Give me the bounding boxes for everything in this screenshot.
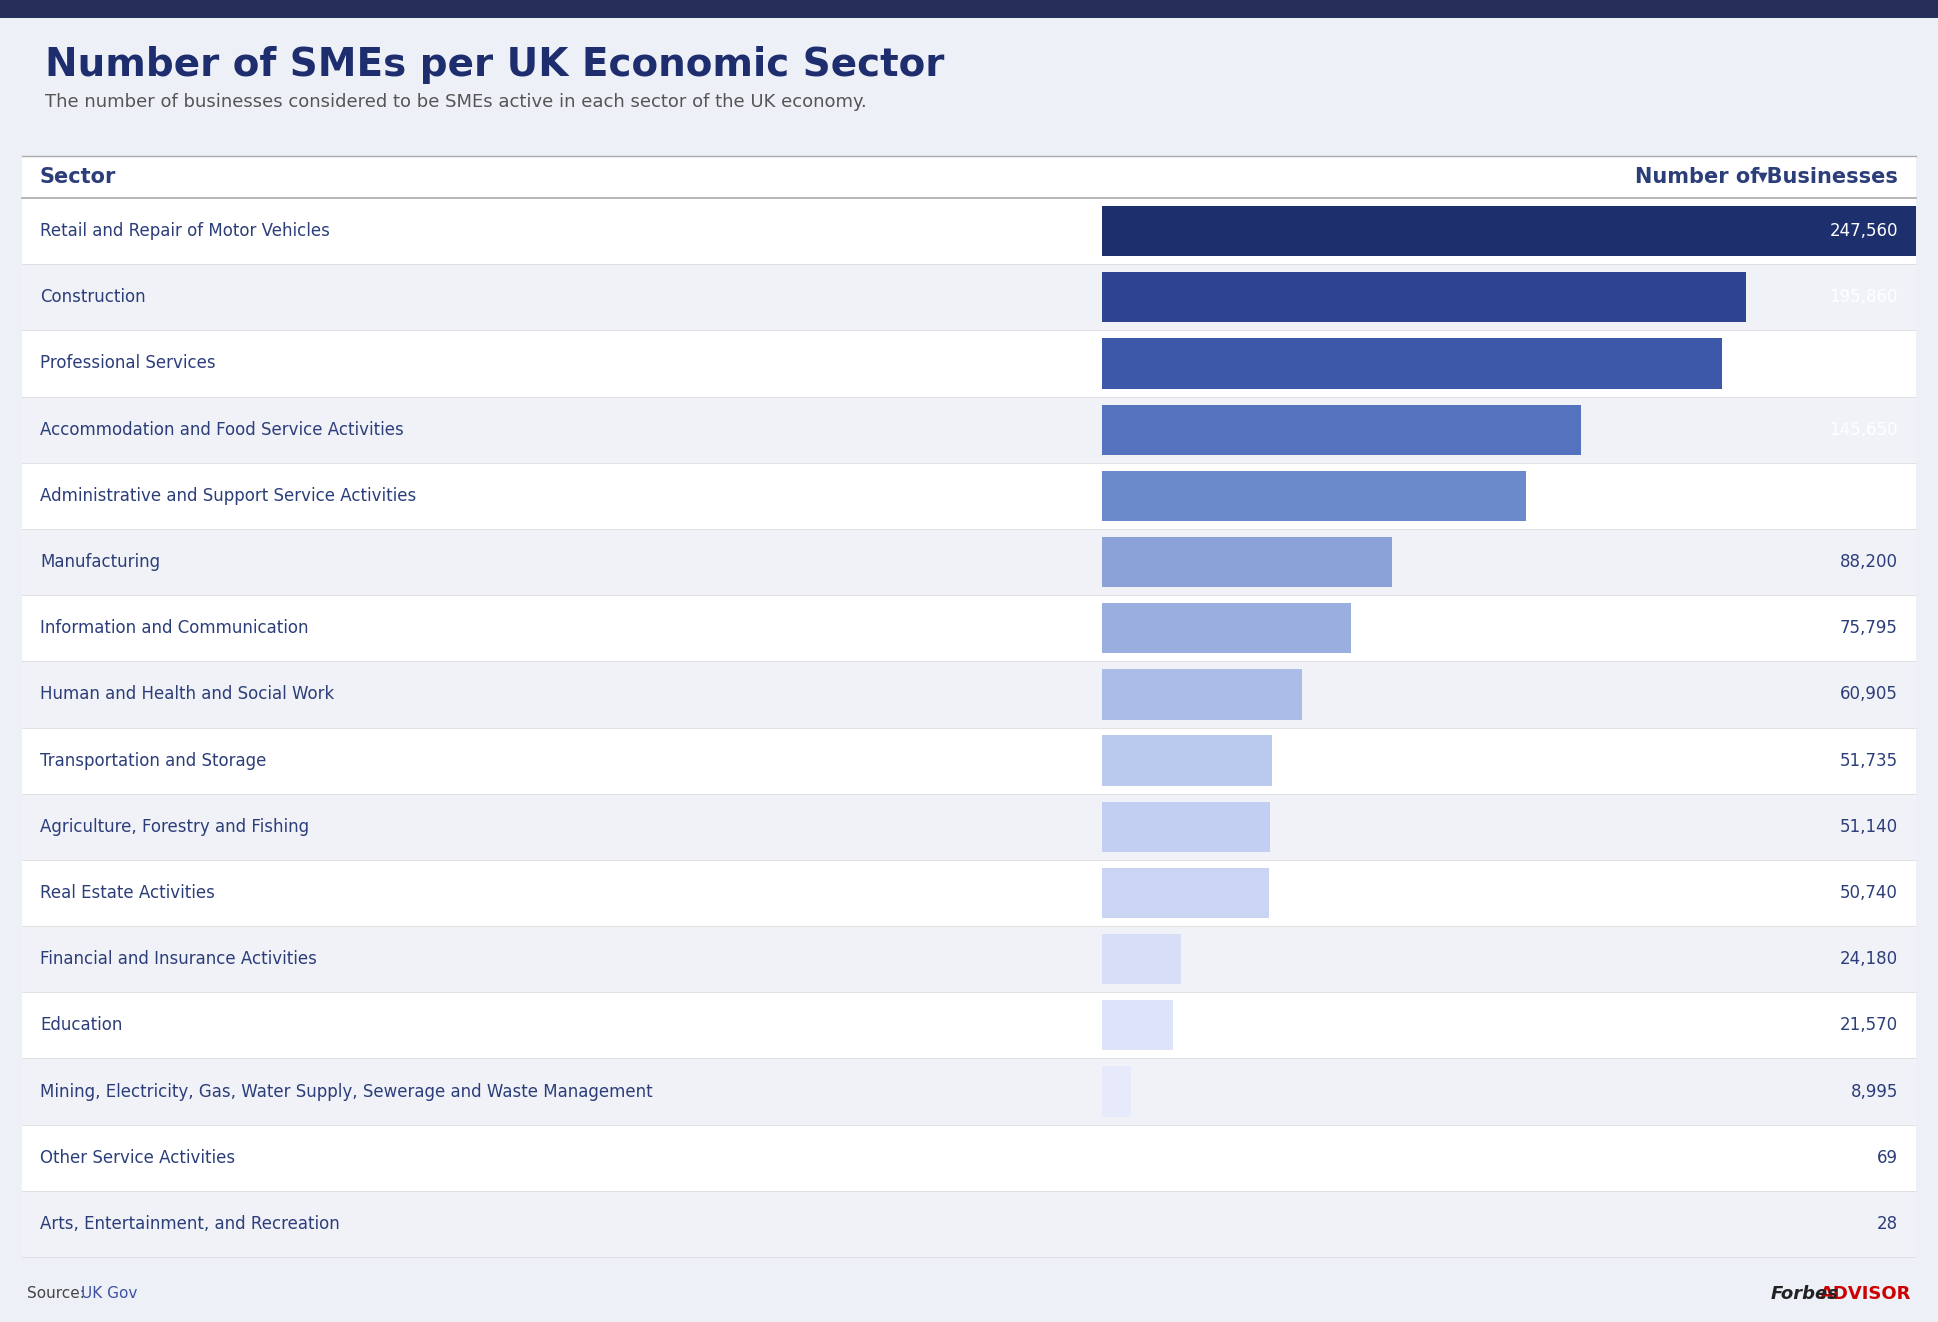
Bar (21, 727, 1917, 793)
Text: 8,995: 8,995 (1851, 1083, 1897, 1100)
Bar (1101, 801, 1269, 851)
Bar (1101, 471, 1527, 521)
Text: Manufacturing: Manufacturing (41, 553, 161, 571)
Text: Number of SMEs per UK Economic Sector: Number of SMEs per UK Economic Sector (45, 46, 944, 85)
Bar (21, 793, 1917, 859)
Text: 28: 28 (1876, 1215, 1897, 1233)
Text: 75,795: 75,795 (1839, 619, 1897, 637)
Text: 88,200: 88,200 (1839, 553, 1897, 571)
Bar (21, 330, 1917, 397)
Bar (1101, 272, 1746, 323)
Bar (1101, 669, 1302, 719)
Bar (21, 993, 1917, 1059)
Text: UK Gov: UK Gov (81, 1286, 138, 1301)
Bar (21, 529, 1917, 595)
Text: Accommodation and Food Service Activities: Accommodation and Food Service Activitie… (41, 420, 403, 439)
Text: Other Service Activities: Other Service Activities (41, 1149, 234, 1167)
Text: 21,570: 21,570 (1839, 1017, 1897, 1034)
Bar (21, 1125, 1917, 1191)
Text: Real Estate Activities: Real Estate Activities (41, 884, 215, 902)
Text: Agriculture, Forestry and Fishing: Agriculture, Forestry and Fishing (41, 818, 310, 836)
Text: Mining, Electricity, Gas, Water Supply, Sewerage and Waste Management: Mining, Electricity, Gas, Water Supply, … (41, 1083, 653, 1100)
Bar (21, 661, 1917, 727)
Text: ▼: ▼ (1758, 171, 1767, 184)
Text: 195,860: 195,860 (1829, 288, 1897, 307)
Text: 188,590: 188,590 (1829, 354, 1897, 373)
Bar (21, 859, 1917, 927)
Text: Retail and Repair of Motor Vehicles: Retail and Repair of Motor Vehicles (41, 222, 329, 241)
Text: Forbes: Forbes (1771, 1285, 1839, 1303)
Bar (1101, 206, 1917, 256)
Bar (1101, 735, 1271, 785)
Bar (1101, 537, 1391, 587)
Bar (0, 0, 1938, 19)
Bar (1101, 405, 1581, 455)
Text: Source:: Source: (27, 1286, 89, 1301)
Text: ADVISOR: ADVISOR (1820, 1285, 1911, 1303)
Text: Transportation and Storage: Transportation and Storage (41, 752, 266, 769)
Bar (0, 19, 1938, 137)
Text: 60,905: 60,905 (1839, 685, 1897, 703)
Text: Number of Businesses: Number of Businesses (1636, 167, 1897, 186)
Text: Information and Communication: Information and Communication (41, 619, 308, 637)
Bar (21, 198, 1917, 264)
Text: 69: 69 (1878, 1149, 1897, 1167)
Text: 50,740: 50,740 (1839, 884, 1897, 902)
Bar (1101, 867, 1269, 917)
Bar (1101, 935, 1180, 985)
Bar (21, 156, 1917, 1257)
Text: 51,735: 51,735 (1839, 752, 1897, 769)
Bar (21, 595, 1917, 661)
Bar (21, 463, 1917, 529)
Text: Financial and Insurance Activities: Financial and Insurance Activities (41, 951, 318, 968)
Text: 24,180: 24,180 (1839, 951, 1897, 968)
Bar (1101, 1001, 1172, 1051)
Bar (21, 1059, 1917, 1125)
Text: Education: Education (41, 1017, 122, 1034)
Bar (21, 397, 1917, 463)
Text: Arts, Entertainment, and Recreation: Arts, Entertainment, and Recreation (41, 1215, 339, 1233)
Text: Sector: Sector (41, 167, 116, 186)
Text: The number of businesses considered to be SMEs active in each sector of the UK e: The number of businesses considered to b… (45, 93, 866, 111)
Bar (21, 1191, 1917, 1257)
Text: 145,650: 145,650 (1829, 420, 1897, 439)
Text: Professional Services: Professional Services (41, 354, 215, 373)
Text: 51,140: 51,140 (1839, 818, 1897, 836)
Text: 129,110: 129,110 (1829, 486, 1897, 505)
Bar (21, 927, 1917, 993)
Bar (21, 264, 1917, 330)
Bar (1101, 603, 1351, 653)
Bar (1101, 338, 1723, 389)
Text: Administrative and Support Service Activities: Administrative and Support Service Activ… (41, 486, 417, 505)
Text: Human and Health and Social Work: Human and Health and Social Work (41, 685, 333, 703)
Bar (1101, 1067, 1132, 1117)
Text: 247,560: 247,560 (1829, 222, 1897, 241)
Text: Construction: Construction (41, 288, 145, 307)
